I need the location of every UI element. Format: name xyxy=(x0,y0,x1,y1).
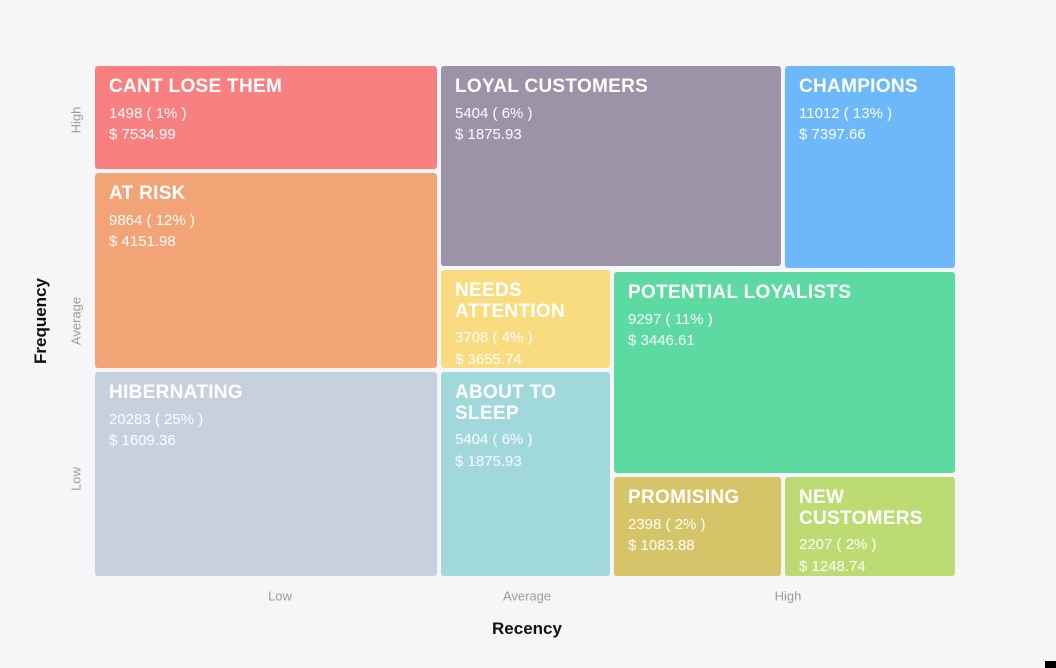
segment-title: PROMISING xyxy=(628,487,740,508)
segment-tile-at-risk[interactable]: AT RISK 9864 ( 12% ) $ 4151.98 xyxy=(95,173,437,368)
segment-monetary: $ 7534.99 xyxy=(109,126,176,144)
segment-monetary: $ 1609.36 xyxy=(109,432,176,450)
segment-monetary: $ 7397.66 xyxy=(799,126,866,144)
x-tick-low: Low xyxy=(268,588,292,604)
segment-tile-needs-attention[interactable]: NEEDS ATTENTION 3708 ( 4% ) $ 3655.74 xyxy=(441,270,610,368)
segment-count: 1498 ( 1% ) xyxy=(109,104,187,122)
x-axis-title: Recency xyxy=(492,619,562,638)
segment-monetary: $ 1875.93 xyxy=(455,126,522,144)
y-tick-average: Average xyxy=(68,296,84,346)
segment-count: 5404 ( 6% ) xyxy=(455,431,533,449)
segment-count: 9297 ( 11% ) xyxy=(628,310,713,328)
x-tick-average: Average xyxy=(502,588,552,604)
segment-monetary: $ 1248.74 xyxy=(799,557,866,575)
segment-count: 3708 ( 4% ) xyxy=(455,329,533,347)
segment-count: 20283 ( 25% ) xyxy=(109,410,204,428)
segment-title: NEW CUSTOMERS xyxy=(799,487,923,529)
segment-count: 11012 ( 13% ) xyxy=(799,104,893,122)
segment-count: 9864 ( 12% ) xyxy=(109,211,195,229)
segment-title: NEEDS ATTENTION xyxy=(455,280,566,322)
segment-tile-new-customers[interactable]: NEW CUSTOMERS 2207 ( 2% ) $ 1248.74 xyxy=(785,477,955,576)
segment-tile-promising[interactable]: PROMISING 2398 ( 2% ) $ 1083.88 xyxy=(614,477,781,576)
segment-title: AT RISK xyxy=(109,183,186,204)
segment-monetary: $ 3655.74 xyxy=(455,350,522,368)
segment-monetary: $ 1875.93 xyxy=(455,452,522,470)
segment-monetary: $ 4151.98 xyxy=(109,233,176,251)
segment-title: ABOUT TO SLEEP xyxy=(455,382,557,424)
segment-tile-loyal-customers[interactable]: LOYAL CUSTOMERS 5404 ( 6% ) $ 1875.93 xyxy=(441,66,781,266)
segment-count: 5404 ( 6% ) xyxy=(455,104,533,122)
corner-artifact-mark xyxy=(1045,661,1056,668)
segment-monetary: $ 3446.61 xyxy=(628,332,695,350)
y-axis-title: Frequency xyxy=(31,278,50,364)
segment-tile-about-to-sleep[interactable]: ABOUT TO SLEEP 5404 ( 6% ) $ 1875.93 xyxy=(441,372,610,576)
x-tick-high: High xyxy=(774,588,802,604)
segment-title: CHAMPIONS xyxy=(799,76,918,97)
segment-tile-champions[interactable]: CHAMPIONS 11012 ( 13% ) $ 7397.66 xyxy=(785,66,955,268)
segment-monetary: $ 1083.88 xyxy=(628,537,695,555)
segment-tile-cant-lose-them[interactable]: CANT LOSE THEM 1498 ( 1% ) $ 7534.99 xyxy=(95,66,437,169)
y-tick-low: Low xyxy=(68,467,84,491)
segment-title: POTENTIAL LOYALISTS xyxy=(628,282,852,303)
segment-title: LOYAL CUSTOMERS xyxy=(455,76,649,97)
y-tick-high: High xyxy=(68,106,84,134)
segment-title: HIBERNATING xyxy=(109,382,243,403)
segment-tile-hibernating[interactable]: HIBERNATING 20283 ( 25% ) $ 1609.36 xyxy=(95,372,437,576)
segment-title: CANT LOSE THEM xyxy=(109,76,283,97)
segment-count: 2207 ( 2% ) xyxy=(799,536,877,554)
segment-count: 2398 ( 2% ) xyxy=(628,515,706,533)
segment-tile-potential-loyalists[interactable]: POTENTIAL LOYALISTS 9297 ( 11% ) $ 3446.… xyxy=(614,272,955,473)
